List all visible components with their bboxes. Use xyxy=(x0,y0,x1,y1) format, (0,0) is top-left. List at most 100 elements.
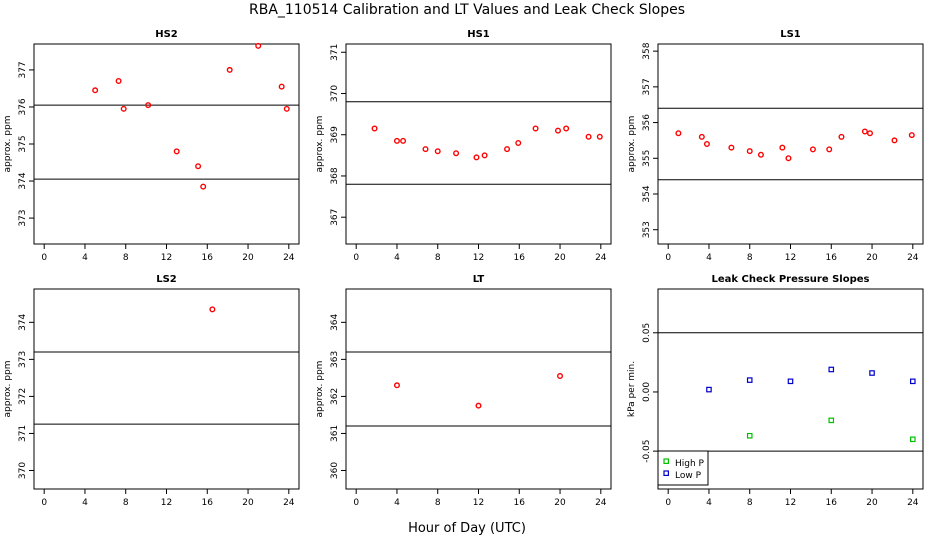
x-tick-label: 8 xyxy=(435,253,441,263)
y-tick-label: 373 xyxy=(18,351,28,368)
y-tick-label: 371 xyxy=(18,425,28,442)
data-point-low-p xyxy=(910,378,916,385)
x-tick-label: 0 xyxy=(353,253,359,263)
data-point xyxy=(173,148,180,155)
data-point xyxy=(867,130,874,137)
plot-frame xyxy=(33,288,300,490)
x-tick-label: 12 xyxy=(161,498,172,508)
legend-label: High P xyxy=(675,459,705,469)
x-tick-label: 16 xyxy=(514,253,526,263)
x-tick-label: 4 xyxy=(706,253,712,263)
x-tick-label: 24 xyxy=(907,253,919,263)
x-axis-title: Hour of Day (UTC) xyxy=(408,521,526,536)
panel-title: LS2 xyxy=(156,274,177,285)
x-tick-label: 8 xyxy=(123,498,129,508)
data-point-low-p xyxy=(706,386,712,393)
y-tick-label: -0.05 xyxy=(642,439,652,462)
x-tick-label: 20 xyxy=(554,498,566,508)
data-point xyxy=(283,105,290,112)
y-tick-label: 375 xyxy=(18,135,28,152)
y-tick-label: 367 xyxy=(330,209,340,226)
x-tick-label: 0 xyxy=(353,498,359,508)
data-point xyxy=(563,125,570,132)
x-tick-label: 12 xyxy=(473,253,484,263)
plot-frame xyxy=(33,43,300,245)
y-axis-title: approx. ppm xyxy=(3,116,13,173)
x-tick-label: 16 xyxy=(826,498,838,508)
x-tick-label: 4 xyxy=(706,498,712,508)
legend-label: Low P xyxy=(675,471,702,481)
y-tick-label: 371 xyxy=(330,44,340,61)
legend-swatch xyxy=(663,470,670,477)
data-point xyxy=(145,102,152,109)
data-point xyxy=(393,382,400,389)
data-point-low-p xyxy=(869,370,875,376)
y-tick-label: 368 xyxy=(330,167,340,184)
plot-frame xyxy=(345,288,612,490)
data-point xyxy=(453,150,460,157)
x-tick-label: 24 xyxy=(283,253,295,263)
data-point xyxy=(826,146,833,153)
y-tick-label: 0.00 xyxy=(642,382,652,402)
panels: HS2 0 4 8 12 16 20 24 373 374 375 376 377 approx. ppm… xyxy=(3,29,924,508)
data-point xyxy=(555,127,562,134)
y-tick-label: 357 xyxy=(642,78,652,95)
y-tick-label: 370 xyxy=(18,462,28,479)
x-tick-label: 16 xyxy=(202,498,214,508)
data-point xyxy=(120,105,127,112)
y-tick-label: 355 xyxy=(642,150,652,167)
panel-ls2: LS2 0 4 8 12 16 20 24 370 371 372 373 374 approx. ppm xyxy=(3,274,300,508)
x-tick-label: 0 xyxy=(41,253,47,263)
data-point xyxy=(195,163,202,170)
data-point xyxy=(557,373,564,380)
data-point xyxy=(891,137,898,144)
data-point xyxy=(278,83,285,90)
y-tick-label: 364 xyxy=(330,313,340,330)
x-tick-label: 16 xyxy=(826,253,838,263)
x-tick-label: 0 xyxy=(665,253,671,263)
data-point xyxy=(728,144,735,151)
x-tick-label: 0 xyxy=(665,498,671,508)
data-point-low-p xyxy=(746,377,753,383)
x-tick-label: 4 xyxy=(82,253,88,263)
data-point xyxy=(422,146,429,153)
data-point xyxy=(532,125,539,132)
panel-title: HS2 xyxy=(155,29,178,40)
data-point xyxy=(838,133,845,140)
data-point xyxy=(92,87,99,94)
data-point-high-p xyxy=(910,436,916,443)
x-tick-label: 20 xyxy=(554,253,566,263)
x-tick-label: 8 xyxy=(435,498,441,508)
panel-hs2: HS2 0 4 8 12 16 20 24 373 374 375 376 377 approx. ppm xyxy=(3,29,300,263)
panel-title: LT xyxy=(473,274,485,285)
data-point xyxy=(585,133,592,140)
data-point xyxy=(861,128,868,135)
data-point xyxy=(393,137,400,144)
panel-title: Leak Check Pressure Slopes xyxy=(712,274,870,285)
x-tick-label: 8 xyxy=(747,498,753,508)
y-tick-label: 363 xyxy=(330,351,340,368)
data-point xyxy=(698,133,705,140)
data-point xyxy=(226,66,233,73)
data-point xyxy=(675,130,682,137)
panel-title: HS1 xyxy=(467,29,490,40)
panel-title: LS1 xyxy=(780,29,801,40)
data-point xyxy=(481,152,488,159)
data-point xyxy=(809,146,816,153)
y-tick-label: 374 xyxy=(18,172,28,189)
legend-box xyxy=(657,450,709,486)
panel-leak-check-pressure-slopes: Leak Check Pressure Slopes 0 4 8 12 16 20 24 -0.… xyxy=(627,274,924,508)
x-tick-label: 20 xyxy=(242,498,254,508)
legend-swatch xyxy=(663,458,670,465)
y-tick-label: 361 xyxy=(330,425,340,442)
x-tick-label: 8 xyxy=(747,253,753,263)
figure-title: RBA_110514 Calibration and LT Values and… xyxy=(249,2,685,18)
x-tick-label: 4 xyxy=(394,498,400,508)
x-tick-label: 20 xyxy=(866,498,878,508)
y-axis-title: approx. ppm xyxy=(315,361,325,418)
panel-hs1: HS1 0 4 8 12 16 20 24 367 368 369 370 371 approx. ppm xyxy=(315,29,612,263)
y-tick-label: 353 xyxy=(642,221,652,238)
x-tick-label: 16 xyxy=(514,498,526,508)
x-tick-label: 24 xyxy=(595,253,607,263)
